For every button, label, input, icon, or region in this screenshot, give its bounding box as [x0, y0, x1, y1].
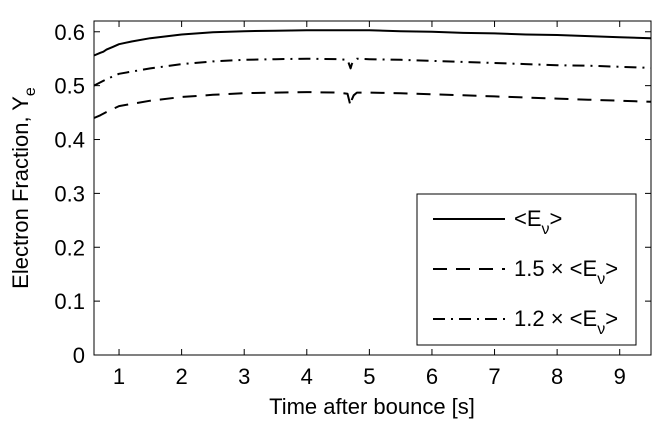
y-tick-label: 0 — [73, 343, 85, 368]
x-tick-label: 1 — [113, 364, 125, 389]
legend-label-2: 1.5 × <Eν> — [514, 256, 618, 288]
y-tick-label: 0.4 — [54, 128, 85, 153]
x-tick-label: 6 — [426, 364, 438, 389]
legend-label-3: 1.2 × <Eν> — [514, 306, 618, 338]
y-tick-label: 0.2 — [54, 235, 85, 260]
y-tick-label: 0.6 — [54, 20, 85, 45]
x-tick-label: 2 — [175, 364, 187, 389]
y-tick-label: 0.1 — [54, 289, 85, 314]
y-tick-label: 0.3 — [54, 181, 85, 206]
x-axis-label: Time after bounce [s] — [269, 394, 475, 419]
x-tick-label: 5 — [363, 364, 375, 389]
x-tick-label: 4 — [301, 364, 313, 389]
x-tick-label: 9 — [614, 364, 626, 389]
y-axis-label-main: Electron Fraction, Y — [8, 96, 33, 289]
series-group — [93, 29, 652, 119]
series-line-1 — [93, 29, 652, 57]
x-tick-label: 8 — [551, 364, 563, 389]
y-tick-label: 0.5 — [54, 74, 85, 99]
y-axis-label: Electron Fraction, Ye — [8, 87, 39, 289]
series-line-3 — [93, 57, 652, 87]
legend: <Eν> 1.5 × <Eν> 1.2 × <Eν> — [416, 193, 637, 346]
series-line-2 — [93, 91, 652, 119]
tick-group: 1 2 3 4 5 6 7 8 9 0 0.1 0.2 0.3 0.4 0.5 0.6 — [54, 20, 651, 389]
x-tick-label: 3 — [238, 364, 250, 389]
y-axis-label-subscript: e — [22, 87, 39, 96]
legend-label-1: <Eν> — [514, 206, 562, 238]
legend-items: <Eν> 1.5 × <Eν> 1.2 × <Eν> — [433, 206, 618, 338]
x-tick-label: 7 — [488, 364, 500, 389]
plot-area: 1 2 3 4 5 6 7 8 9 0 0.1 0.2 0.3 0.4 0.5 0.6 — [54, 20, 652, 389]
